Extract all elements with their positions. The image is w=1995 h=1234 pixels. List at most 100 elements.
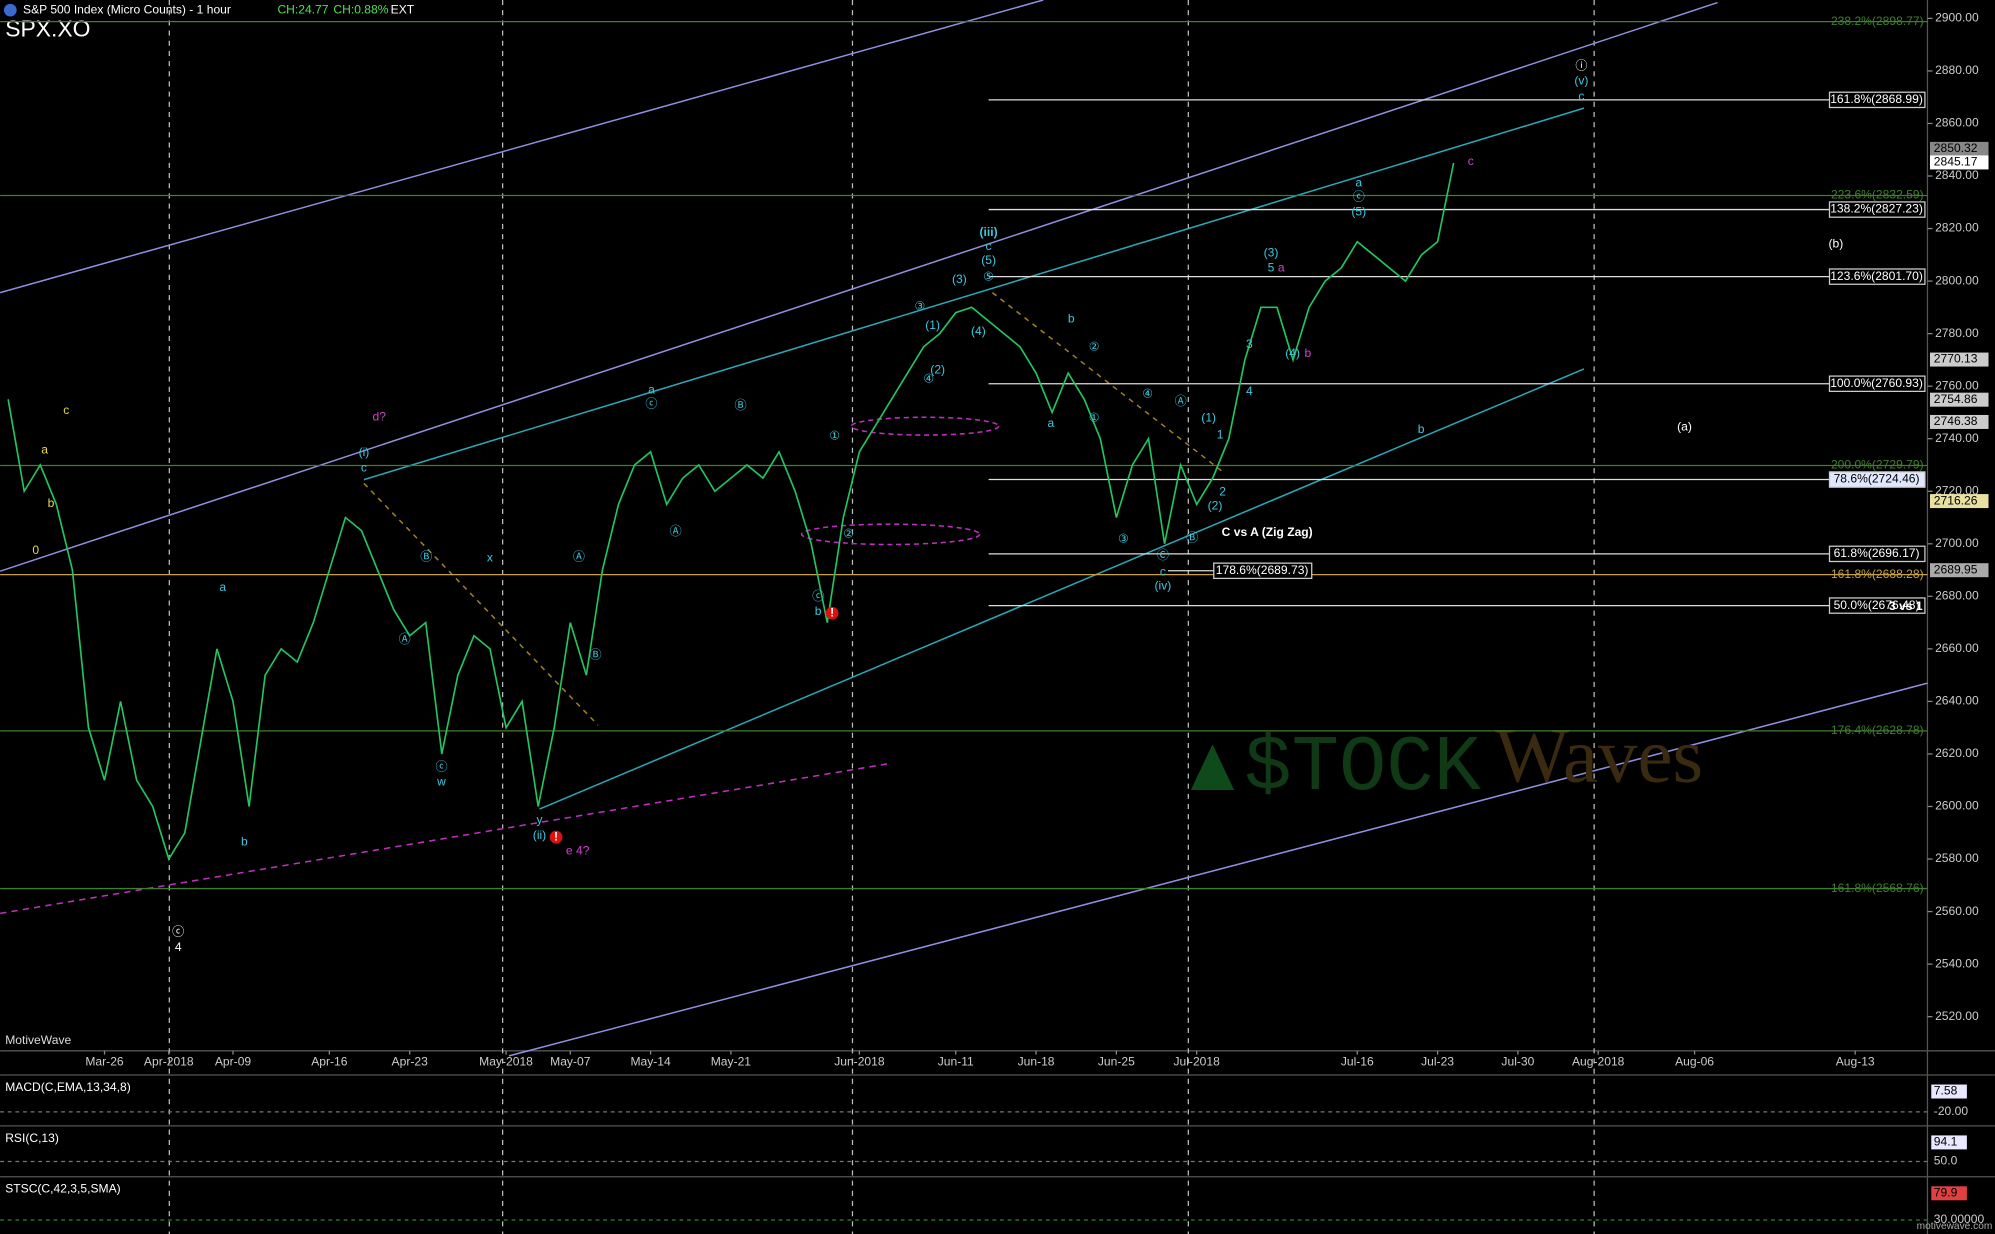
y-tick-label: 2880.00: [1935, 63, 1979, 77]
fib-label-box: [1828, 201, 1926, 218]
x-tick-label: Apr-2018: [144, 1054, 194, 1068]
price-tag: [1929, 414, 1989, 429]
x-tick-label: May-14: [630, 1054, 671, 1068]
fib-label-box: [1828, 268, 1926, 285]
x-tick-label: Mar-26: [85, 1054, 124, 1068]
price-tag-label: 2716.26: [1934, 493, 1978, 507]
footer: motivewave.com: [1917, 1221, 1993, 1232]
watermark: $TOCK: [1244, 723, 1481, 813]
y-tick-label: 2620.00: [1935, 746, 1979, 760]
price-tag-label: 2850.32: [1934, 141, 1978, 155]
change-pct: CH:0.88%: [333, 2, 388, 16]
y-tick-label: 2520.00: [1935, 1009, 1979, 1023]
price-tag: [1929, 155, 1989, 170]
wave-label: b: [241, 834, 248, 848]
wave-label: (iii): [980, 225, 998, 239]
indicator-tick: 79.9: [1934, 1185, 1958, 1199]
wave-label: c: [1160, 565, 1166, 579]
wave-label: 0: [32, 543, 39, 557]
wave-label: c: [1468, 154, 1474, 168]
fib-label: 123.6%(2801.70): [1830, 269, 1923, 283]
wave-label: ③: [1118, 532, 1129, 546]
wave-label: ①: [829, 429, 840, 443]
indicator-label: MACD(C,EMA,13,34,8): [5, 1080, 131, 1094]
x-tick-label: Jul-16: [1341, 1054, 1374, 1068]
wave-label: (3): [952, 272, 967, 286]
wave-label: w: [436, 775, 446, 789]
y-tick-label: 2640.00: [1935, 694, 1979, 708]
indicator-tick: 94.1: [1934, 1135, 1958, 1149]
x-tick-label: Apr-09: [215, 1054, 252, 1068]
extension-label: 238.2%(2898.77): [1831, 14, 1924, 28]
watermark-icon: [1190, 744, 1235, 791]
x-tick-label: Aug-2018: [1572, 1054, 1625, 1068]
price-tag: [1929, 392, 1989, 407]
y-tick-label: 2900.00: [1935, 11, 1979, 25]
wave-label: 3 vs 1: [1889, 599, 1923, 613]
extension-label: 200.0%(2729.79): [1831, 458, 1924, 472]
y-tick-label: 2820.00: [1935, 221, 1979, 235]
price-tag: [1929, 141, 1989, 156]
y-tick-label: 2700.00: [1935, 536, 1979, 550]
alert-icon: [549, 830, 563, 844]
wave-label: b: [1418, 422, 1425, 436]
wave-label: (1): [925, 318, 940, 332]
price-tag: [1929, 352, 1989, 367]
x-tick-label: Aug-13: [1836, 1054, 1875, 1068]
status-dot: [3, 3, 17, 17]
wave-label: Ⓐ: [1175, 394, 1187, 408]
wave-label: !: [830, 605, 834, 619]
wave-label: C vs A (Zig Zag): [1222, 525, 1313, 539]
y-tick-label: 2560.00: [1935, 904, 1979, 918]
indicator-label: STSC(C,42,3,5,SMA): [5, 1182, 120, 1196]
wave-label: ②: [1089, 339, 1100, 353]
x-tick-label: Jul-2018: [1174, 1054, 1221, 1068]
wave-label: !: [554, 829, 558, 843]
indicator-value-box: [1931, 1084, 1967, 1099]
wave-label: b: [1305, 346, 1312, 360]
wave-label: b: [48, 496, 55, 510]
wave-label: (2): [1208, 499, 1223, 513]
y-tick-label: 2840.00: [1935, 168, 1979, 182]
x-tick-label: Aug-06: [1675, 1054, 1714, 1068]
wave-label: 4: [1246, 384, 1253, 398]
wave-label: (2): [930, 362, 945, 376]
fib-label-box: [1828, 597, 1926, 614]
fib-label: 138.2%(2827.23): [1830, 202, 1923, 216]
fib-label-box: [1213, 562, 1313, 580]
wave-label: ⓒ: [1353, 189, 1365, 203]
y-tick-label: 2720.00: [1935, 483, 1979, 497]
indicator-tick: 50.0: [1934, 1154, 1958, 1168]
wave-label: Ⓑ: [734, 398, 746, 412]
wave-label: (1): [1201, 411, 1216, 425]
wave-label: c: [63, 403, 69, 417]
y-tick-label: 2660.00: [1935, 641, 1979, 655]
fib-label: 161.8%(2868.99): [1830, 92, 1923, 106]
wave-label: Ⓐ: [670, 524, 682, 538]
wave-label: Ⓒ: [1157, 548, 1169, 562]
fib-label: 78.6%(2724.46): [1834, 472, 1920, 486]
x-tick-label: May-07: [550, 1054, 591, 1068]
price-tag: [1929, 563, 1989, 578]
wave-label: (iv): [1154, 579, 1171, 593]
y-tick-label: 2540.00: [1935, 956, 1979, 970]
y-tick-label: 2580.00: [1935, 851, 1979, 865]
wave-label: (3): [1264, 245, 1279, 259]
fib-label-box: [1828, 375, 1926, 392]
price-tag-label: 2689.95: [1934, 562, 1978, 576]
wave-label: (a): [1677, 420, 1692, 434]
wave-label: d?: [373, 409, 387, 423]
x-tick-label: May-2018: [479, 1054, 533, 1068]
y-tick-label: 2680.00: [1935, 589, 1979, 603]
wave-label: ①: [1089, 411, 1100, 425]
brand: MotiveWave: [5, 1033, 71, 1047]
wave-label: Ⓑ: [420, 549, 432, 563]
wave-label: a: [1278, 261, 1285, 275]
wave-label: (4): [971, 324, 986, 338]
wave-label: (5): [1351, 205, 1366, 219]
wave-label: 3: [1246, 337, 1253, 351]
wave-label: a: [1048, 416, 1055, 430]
